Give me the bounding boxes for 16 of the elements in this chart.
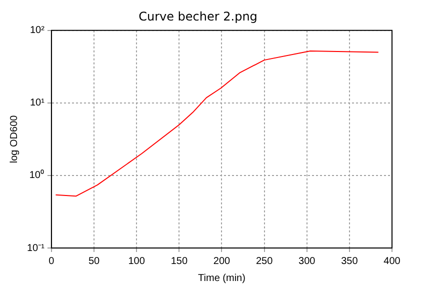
chart-title: Curve becher 2.png <box>138 9 258 24</box>
x-tick-label: 250 <box>256 256 274 267</box>
x-tick-label: 150 <box>170 256 188 267</box>
x-tick-label: 400 <box>384 256 401 267</box>
y-tick-label: 10¹ <box>30 98 46 109</box>
y-tick-label: 10⁰ <box>29 169 44 182</box>
y-axis-title: log OD600 <box>8 114 20 164</box>
x-tick-label: 300 <box>298 256 316 267</box>
x-tick-label: 350 <box>341 256 358 267</box>
y-tick-label: 10² <box>30 25 46 36</box>
x-tick-label: 200 <box>213 256 231 267</box>
x-tick-label: 0 <box>48 256 55 267</box>
x-axis-title: Time (min) <box>198 272 246 284</box>
y-tick-label: 10⁻¹ <box>27 242 46 254</box>
x-tick-label: 50 <box>88 256 100 267</box>
x-tick-label: 100 <box>128 256 146 267</box>
